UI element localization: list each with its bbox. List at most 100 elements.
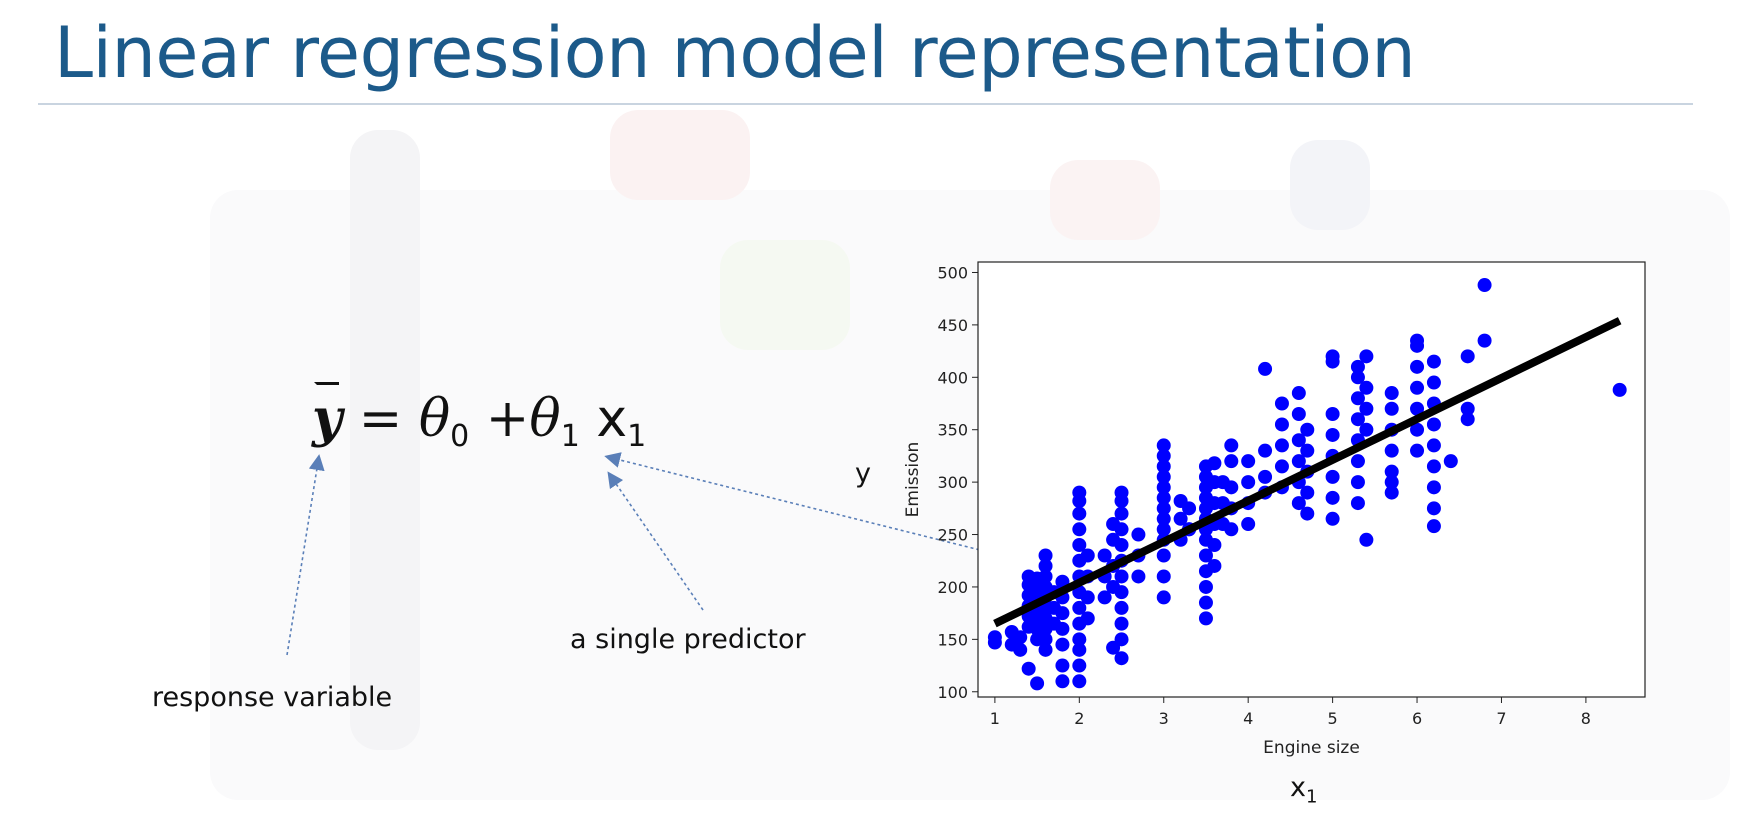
background-decoration xyxy=(350,130,420,750)
formula-x: x xyxy=(596,389,628,449)
data-point xyxy=(1443,454,1458,469)
data-point xyxy=(1384,464,1399,479)
data-point xyxy=(1426,438,1441,453)
data-point xyxy=(1426,417,1441,432)
data-point xyxy=(1156,459,1171,474)
data-point xyxy=(1410,333,1425,348)
data-point xyxy=(1258,361,1273,376)
y-tick-label: 250 xyxy=(937,526,968,545)
formula-theta-0: θ xyxy=(418,389,451,449)
data-point xyxy=(1384,401,1399,416)
background-decoration xyxy=(720,240,850,350)
data-point xyxy=(1325,469,1340,484)
data-point xyxy=(1359,422,1374,437)
data-point xyxy=(1013,642,1028,657)
x-tick-label: 3 xyxy=(1159,709,1169,728)
data-point xyxy=(1224,454,1239,469)
data-point xyxy=(1038,569,1053,584)
formula-theta-1: θ xyxy=(529,389,561,449)
data-point xyxy=(1325,406,1340,421)
y-tick-label: 150 xyxy=(937,630,968,649)
data-point xyxy=(1300,485,1315,500)
data-point xyxy=(1038,642,1053,657)
x-tick-label: 4 xyxy=(1243,709,1253,728)
background-decoration xyxy=(1050,160,1160,240)
x-tick-label: 7 xyxy=(1496,709,1506,728)
data-point xyxy=(1300,443,1315,458)
data-point xyxy=(1477,333,1492,348)
data-point xyxy=(1055,674,1070,689)
data-point xyxy=(1097,590,1112,605)
data-point xyxy=(1114,585,1129,600)
formula-theta-1-sub: 1 xyxy=(560,419,580,454)
formula-y-hat: y xyxy=(312,382,343,449)
formula-theta-0-sub: 0 xyxy=(450,419,470,454)
data-point xyxy=(1274,459,1289,474)
data-point xyxy=(1410,359,1425,374)
data-point xyxy=(1013,630,1028,645)
data-point xyxy=(1055,637,1070,652)
data-point xyxy=(1156,590,1171,605)
data-point xyxy=(1114,522,1129,537)
data-point xyxy=(1156,448,1171,463)
data-point xyxy=(1224,522,1239,537)
data-point xyxy=(1460,401,1475,416)
data-point xyxy=(1156,438,1171,453)
data-point xyxy=(1460,412,1475,427)
data-point xyxy=(1274,438,1289,453)
data-point xyxy=(1426,375,1441,390)
data-point xyxy=(1021,661,1036,676)
regression-formula: y = θ0 +θ1 x1 xyxy=(312,382,647,454)
data-point xyxy=(1410,443,1425,458)
data-point xyxy=(1038,558,1053,573)
data-point xyxy=(1156,480,1171,495)
data-point xyxy=(1055,606,1070,621)
y-axis-label: Emission xyxy=(903,442,923,518)
data-point xyxy=(1384,386,1399,401)
data-point xyxy=(1426,459,1441,474)
data-point xyxy=(1241,454,1256,469)
data-point xyxy=(1072,658,1087,673)
data-point xyxy=(1410,422,1425,437)
data-point xyxy=(1384,485,1399,500)
data-point xyxy=(1072,522,1087,537)
data-point xyxy=(1156,569,1171,584)
data-point xyxy=(1156,490,1171,505)
x1-annotation-x: x xyxy=(1290,772,1306,803)
data-point xyxy=(1274,417,1289,432)
x-tick-label: 2 xyxy=(1074,709,1084,728)
y-tick-label: 100 xyxy=(937,683,968,702)
formula-plus: + xyxy=(485,389,530,449)
plot-area xyxy=(977,261,1646,698)
data-point xyxy=(1114,485,1129,500)
data-point xyxy=(1258,443,1273,458)
response-variable-caption: response variable xyxy=(152,682,393,713)
data-point xyxy=(1325,490,1340,505)
data-point xyxy=(1325,511,1340,526)
x1-annotation: x1 xyxy=(1290,772,1317,807)
data-point xyxy=(1207,558,1222,573)
data-point xyxy=(1410,380,1425,395)
data-point xyxy=(1300,506,1315,521)
x-tick-label: 8 xyxy=(1581,709,1591,728)
data-point xyxy=(1291,386,1306,401)
slide-title: Linear regression model representation xyxy=(54,12,1416,94)
data-point xyxy=(1114,651,1129,666)
data-point xyxy=(1072,642,1087,657)
data-point xyxy=(1198,548,1213,563)
data-point xyxy=(1114,616,1129,631)
data-point xyxy=(1291,496,1306,511)
data-point xyxy=(1198,579,1213,594)
y-tick-label: 300 xyxy=(937,473,968,492)
data-point xyxy=(1350,359,1365,374)
data-point xyxy=(1114,506,1129,521)
data-point xyxy=(1224,438,1239,453)
data-point xyxy=(1291,433,1306,448)
data-point xyxy=(1114,632,1129,647)
data-point xyxy=(1030,676,1045,691)
data-point xyxy=(1359,401,1374,416)
formula-x-sub: 1 xyxy=(627,419,647,454)
x-tick-label: 6 xyxy=(1412,709,1422,728)
title-divider xyxy=(38,103,1693,105)
data-point xyxy=(1291,406,1306,421)
